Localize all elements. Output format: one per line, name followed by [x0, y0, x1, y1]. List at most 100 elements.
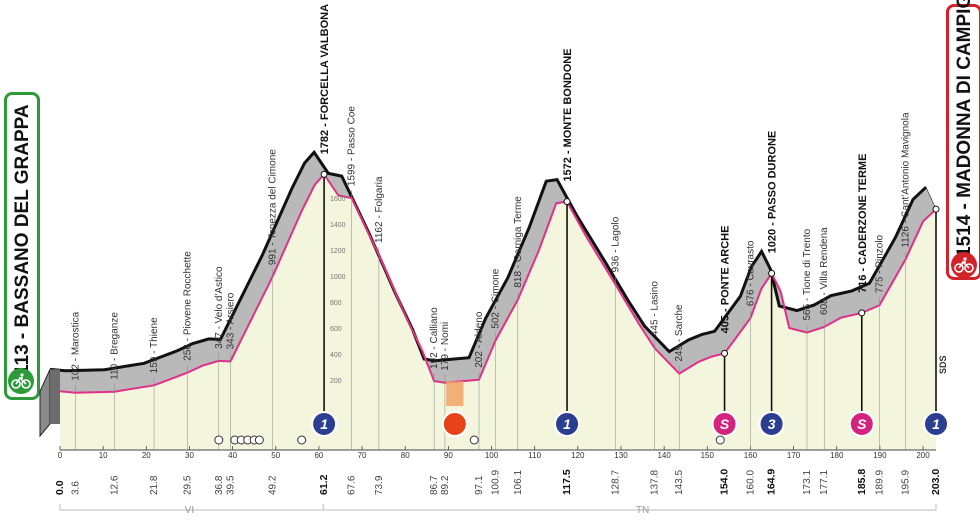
axis-tick-label: 170: [787, 451, 801, 460]
axis-tick-label: 30: [185, 451, 194, 460]
place-label: 1162 - Folgaria: [374, 176, 385, 243]
badge-category-label: S: [857, 416, 867, 432]
climb-category-badge: [311, 411, 338, 437]
summit-dot: [858, 309, 866, 317]
km-label: 137.8: [650, 470, 661, 495]
finish-town-box: 1514 - MADONNA DI CAMPIGLIO: [946, 0, 980, 280]
axis-tick-label: 100: [485, 451, 499, 460]
altitude-tick-label: 1200: [330, 248, 346, 255]
axis-tick-label: 200: [916, 451, 930, 460]
sprint-badge: [711, 411, 738, 437]
place-label: 445 - Lasino: [650, 281, 661, 336]
km-label: 106.1: [513, 470, 524, 495]
axis-tick-label: 10: [99, 451, 108, 460]
axis-tick-label: 0: [58, 451, 63, 460]
badge-category-label: 1: [932, 416, 940, 432]
summit-dot: [563, 198, 571, 206]
summit-dot: [932, 205, 940, 213]
axis-tick-label: 180: [830, 451, 844, 460]
climb-category-badge: [758, 411, 785, 437]
km-label: 73.9: [374, 475, 385, 495]
altitude-tick-label: 1400: [330, 222, 346, 229]
place-label: 110 - Breganze: [109, 312, 120, 380]
place-label: 818 - Garniga Terme: [513, 196, 524, 288]
km-label: 143.5: [674, 470, 685, 495]
km-label: 67.6: [347, 475, 358, 495]
km-label: 195.9: [900, 470, 911, 495]
place-label: 202 - Aldeno: [474, 311, 485, 368]
axis-tick-label: 130: [614, 451, 628, 460]
place-label: 936 - Lagolo: [610, 216, 621, 272]
start-town-box: 113 - BASSANO DEL GRAPPA: [4, 92, 40, 400]
axis-tick-label: 50: [271, 451, 280, 460]
place-label: 179 - Nomi: [440, 322, 451, 371]
axis-tick-label: 140: [657, 451, 671, 460]
tunnel-icon: [254, 435, 264, 445]
km-label: 177.1: [819, 470, 830, 495]
altitude-tick-label: 1600: [330, 196, 346, 203]
axis-tick-label: 110: [528, 451, 541, 460]
km-label: 160.0: [745, 470, 756, 495]
altitude-tick-label: 600: [330, 326, 342, 333]
place-label: 1126 - Sant'Antonio Mavignola: [900, 112, 911, 248]
place-label: 249 - Sarche: [674, 304, 685, 362]
climb-category-badge: [923, 411, 949, 437]
altitude-tick-label: 1000: [330, 274, 346, 281]
km-label: 128.7: [610, 470, 621, 495]
altitude-tick-label: 400: [330, 352, 342, 359]
km-label: 49.2: [267, 475, 278, 495]
axis-tick-label: 70: [358, 451, 367, 460]
km-strip: [60, 406, 936, 450]
climb-label: 716 - CADERZONE TERME: [857, 154, 869, 293]
altitude-tick-label: 800: [330, 300, 342, 307]
climb-label: 1572 - MONTE BONDONE: [562, 48, 574, 181]
place-label: 1599 - Passo Coe: [347, 106, 358, 186]
km-label: 185.8: [856, 469, 868, 495]
tunnel-icon: [715, 435, 725, 445]
km-label: 12.6: [109, 475, 120, 495]
profile-background: [60, 168, 936, 406]
summit-dot: [721, 349, 729, 357]
km-label: 117.5: [561, 469, 573, 495]
region-label: VI: [185, 505, 194, 516]
km-label: 173.1: [802, 470, 813, 495]
axis-tick-label: 40: [228, 451, 237, 460]
region-bracket-tn: [323, 504, 937, 511]
km-label: 100.9: [490, 470, 501, 495]
km-label: 97.1: [474, 475, 485, 495]
km-label: 203.0: [930, 469, 942, 495]
place-label: 347 - Velo d'Astico: [214, 266, 225, 349]
place-label: 676 - Cavrasto: [745, 240, 756, 306]
km-label: 39.5: [225, 475, 236, 495]
axis-tick-label: 160: [744, 451, 758, 460]
km-label: 3.6: [71, 481, 82, 495]
axis-tick-label: 80: [401, 451, 410, 460]
climb-category-badge: [554, 411, 581, 437]
place-label: 192 - Calliano: [429, 307, 440, 369]
place-label: 565 - Tione di Trento: [802, 228, 813, 320]
km-label: 0.0: [54, 480, 66, 495]
axis-tick-label: 60: [314, 451, 323, 460]
axis-tick-label: 190: [873, 451, 887, 460]
region-bracket-vi: [59, 504, 324, 511]
axis-tick-label: 150: [701, 451, 715, 460]
km-label: 164.9: [766, 469, 778, 495]
place-label: 991 - Tonezza del Cimone: [267, 149, 278, 265]
climb-label: 1782 - FORCELLA VALBONA: [319, 4, 331, 154]
sprint-badge: [848, 411, 875, 437]
finish-cyclist-icon: [951, 252, 977, 278]
place-label: 256 - Piovene Rocchette: [182, 251, 193, 361]
km-label: 21.8: [149, 475, 160, 495]
axis-tick-label: 20: [142, 451, 151, 460]
km-label: 36.8: [214, 475, 225, 495]
tunnel-icon: [297, 435, 307, 445]
km-label: 29.5: [182, 475, 193, 495]
summit-dot: [768, 269, 776, 277]
place-label: 343 - Arsiero: [225, 292, 236, 349]
road-line: [59, 172, 937, 394]
region-label: TN: [636, 505, 649, 516]
tunnel-icon: [214, 435, 224, 445]
badge-category-label: S: [720, 416, 730, 432]
badge-category-label: 1: [320, 416, 328, 432]
